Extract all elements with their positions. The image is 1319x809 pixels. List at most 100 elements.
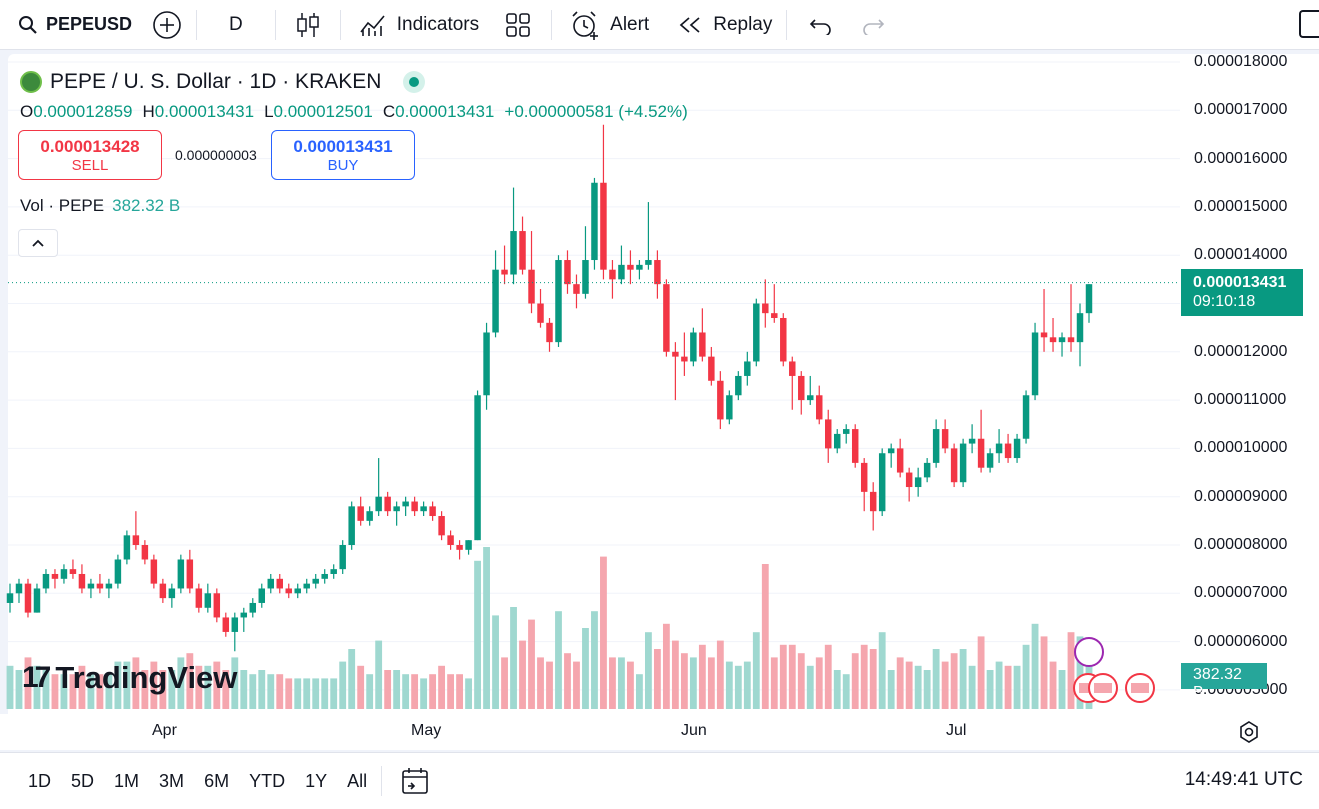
settings-icon[interactable] — [1237, 720, 1261, 744]
candle-body — [663, 284, 670, 352]
candle-body — [780, 317, 787, 362]
volume-bar — [923, 670, 931, 709]
volume-bar — [977, 636, 985, 709]
candle-body — [294, 588, 301, 594]
buy-button[interactable]: 0.000013431 BUY — [271, 130, 415, 180]
volume-value: 382.32 B — [112, 196, 181, 215]
candle-body — [195, 588, 203, 608]
toolbar-divider — [551, 9, 553, 40]
volume-bar — [420, 678, 428, 709]
candle-body — [465, 540, 472, 550]
price-axis-label: 0.000017000 — [1194, 101, 1288, 119]
time-label-jun: Jun — [681, 722, 707, 739]
chart-pane[interactable] — [8, 54, 1319, 714]
tv-mark-icon: 17 — [22, 661, 51, 694]
indicators-button[interactable]: Indicators — [345, 0, 489, 50]
candle-body — [717, 380, 724, 420]
volume-bar — [294, 678, 302, 709]
volume-bar — [150, 661, 158, 709]
candle-body — [753, 303, 760, 362]
candle-body — [618, 264, 625, 280]
price-axis-label: 0.000012000 — [1194, 342, 1288, 360]
alarm-clock-icon — [572, 10, 599, 40]
undo-button[interactable] — [791, 0, 851, 50]
price-axis-label: 0.000018000 — [1194, 53, 1288, 70]
calendar-goto-icon[interactable] — [400, 766, 430, 796]
candle-body — [285, 588, 292, 594]
candle-body — [968, 438, 976, 444]
volume-bar — [609, 657, 616, 709]
volume-bar — [105, 674, 113, 709]
candle-body — [582, 260, 589, 294]
candle-body — [636, 264, 643, 270]
volume-bar — [285, 678, 293, 709]
volume-bar — [555, 611, 562, 709]
candle-body — [995, 443, 1003, 454]
range-bar: 1D 5D 1M 3M 6M YTD 1Y All 14:49:41 UTC — [0, 752, 1319, 809]
fullscreen-icon[interactable] — [1299, 10, 1319, 38]
replay-button[interactable]: Replay — [659, 0, 782, 50]
price-axis[interactable]: 0.000018000 0.000017000 0.000016000 0.00001… — [1180, 53, 1319, 714]
volume-bar — [1058, 670, 1066, 709]
candle-body — [842, 429, 850, 434]
candle-body — [771, 313, 778, 318]
range-ytd[interactable]: YTD — [249, 770, 286, 791]
candle-body — [941, 429, 949, 449]
volume-bar — [1022, 644, 1030, 709]
range-1m[interactable]: 1M — [114, 770, 140, 791]
volume-bar — [995, 661, 1003, 709]
volume-bar — [303, 678, 311, 709]
volume-bar — [447, 674, 455, 709]
volume-bar — [1004, 665, 1012, 709]
symbol-search[interactable]: PEPEUSD — [0, 0, 142, 50]
range-3m[interactable]: 3M — [159, 770, 185, 791]
volume-bar — [231, 657, 239, 709]
candle-body — [1031, 332, 1039, 396]
layouts-button[interactable] — [489, 0, 547, 50]
volume-bar — [573, 661, 580, 709]
candle-body — [240, 612, 248, 618]
alert-button[interactable]: Alert — [556, 0, 659, 50]
volume-bar — [546, 661, 553, 709]
range-1y[interactable]: 1Y — [305, 770, 328, 791]
volume-bar — [950, 653, 958, 709]
candle-body — [681, 356, 688, 362]
lightning-event-icon[interactable] — [1074, 637, 1104, 667]
volume-bar — [564, 653, 571, 709]
range-6m[interactable]: 6M — [204, 770, 230, 791]
volume-bar — [492, 615, 499, 709]
range-5d[interactable]: 5D — [71, 770, 95, 791]
time-axis[interactable]: Apr May Jun Jul — [0, 714, 1319, 750]
candle-body — [519, 231, 526, 270]
redo-button[interactable] — [851, 0, 895, 50]
interval-label: D — [229, 13, 243, 35]
volume-bar — [1067, 632, 1075, 709]
alert-label: Alert — [610, 13, 650, 35]
utc-clock[interactable]: 14:49:41 UTC — [1184, 769, 1303, 790]
price-axis-label: 0.000009000 — [1194, 487, 1288, 505]
last-price-tag: 0.000013431 09:10:18 — [1181, 269, 1303, 316]
volume-bar — [186, 653, 194, 709]
volume-bar — [402, 674, 410, 709]
buy-price: 0.000013431 — [293, 136, 393, 156]
time-label-may: May — [411, 722, 442, 739]
volume-bar — [249, 674, 257, 709]
candle-body — [276, 578, 283, 589]
volume-bar — [393, 670, 401, 709]
sell-button[interactable]: 0.000013428 SELL — [18, 130, 162, 180]
candle-body — [420, 506, 427, 512]
volume-bar — [51, 674, 59, 709]
candle-body — [456, 545, 463, 550]
collapse-legend-button[interactable] — [18, 229, 58, 257]
range-1d[interactable]: 1D — [28, 770, 52, 791]
compare-button[interactable] — [142, 0, 192, 50]
top-toolbar: PEPEUSD D Indicators Alert Replay — [0, 0, 1319, 50]
range-all[interactable]: All — [347, 770, 368, 791]
volume-label: Vol · PEPE — [20, 196, 105, 215]
candle-body — [357, 506, 364, 521]
chart-type-button[interactable] — [280, 0, 336, 50]
candle-body — [1067, 337, 1075, 343]
interval-button[interactable]: D — [201, 0, 271, 50]
market-open-icon — [403, 71, 426, 93]
